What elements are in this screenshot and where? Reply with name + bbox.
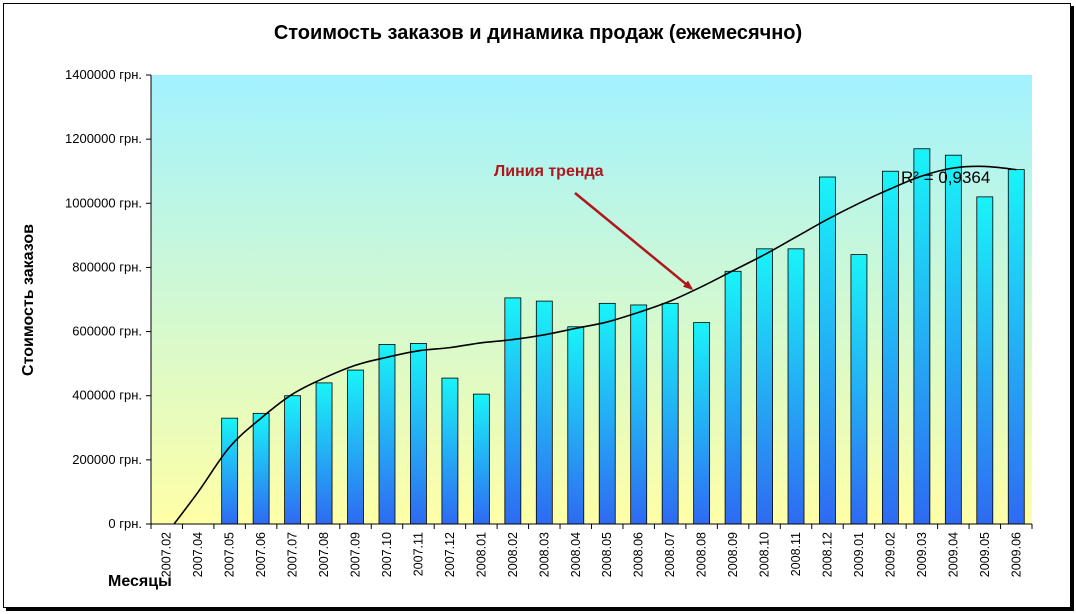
chart-title: Стоимость заказов и динамика продаж (еже… [273, 22, 803, 44]
bar [630, 304, 648, 525]
bar [756, 248, 773, 525]
x-tick-label: 2009.06 [1009, 532, 1023, 577]
x-tick-label: 2009.03 [915, 532, 929, 577]
bar [347, 369, 364, 525]
bar [567, 326, 585, 525]
bar [1007, 169, 1025, 525]
plot-area [151, 75, 1032, 524]
y-tick-label: 1200000 грн. [65, 131, 142, 146]
bar [882, 170, 899, 525]
bar [598, 302, 616, 525]
x-tick-label: 2007.07 [286, 532, 300, 577]
trend-annotation-arrow [574, 192, 694, 290]
y-tick-label: 600000 грн. [72, 324, 142, 339]
y-tick-label: 800000 грн. [72, 259, 142, 274]
bar [410, 343, 427, 525]
x-tick-label: 2008.01 [474, 532, 488, 577]
bar [850, 254, 868, 525]
x-tick-label: 2009.01 [852, 532, 866, 577]
bar [252, 412, 270, 525]
bar [661, 302, 679, 525]
y-tick-label: 1400000 грн. [65, 67, 142, 82]
bar [724, 270, 742, 525]
bar [441, 377, 459, 525]
x-tick-label: 2008.08 [695, 532, 709, 577]
x-tick-label: 2008.03 [537, 532, 551, 577]
bar [944, 154, 962, 525]
bar [504, 297, 522, 525]
x-tick-label: 2007.12 [443, 532, 457, 577]
x-tick-label: 2007.11 [411, 532, 425, 576]
x-tick-label: 2008.06 [632, 532, 646, 577]
x-tick-label: 2007.04 [191, 532, 205, 577]
y-axis-ticks: 0 грн. 200000 грн. 400000 грн. 600000 грн. 8… [65, 67, 151, 531]
x-tick-label: 2008.05 [600, 532, 614, 577]
x-tick-label: 2007.10 [380, 532, 394, 577]
y-tick-label: 200000 грн. [72, 452, 142, 467]
bar [976, 196, 994, 525]
bar [221, 417, 239, 525]
x-tick-label: 2008.10 [758, 532, 772, 577]
x-tick-label: 2007.09 [349, 532, 363, 577]
x-tick-label: 2009.04 [946, 532, 960, 577]
bar [787, 248, 805, 525]
bar [315, 382, 333, 525]
x-tick-label: 2008.07 [663, 532, 677, 577]
y-tick-label: 400000 грн. [72, 388, 142, 403]
y-axis-title-wrap: Стоимость заказов [20, 224, 37, 376]
x-axis-ticks: 2007.02 2007.04 2007.05 2007.06 2007.07 2007.… [150, 524, 1033, 577]
x-tick-label: 2007.08 [317, 532, 331, 577]
x-tick-label: 2007.06 [254, 532, 268, 577]
trend-line [173, 165, 1017, 524]
bar-series [221, 148, 1025, 525]
y-axis-title: Стоимость заказов [20, 224, 37, 376]
bar [378, 343, 396, 525]
x-tick-label: 2008.11 [789, 532, 803, 576]
bar [913, 148, 931, 525]
trend-annotation-label: Линия тренда [494, 163, 604, 180]
r-squared-label: R² = 0,9364 [901, 168, 990, 187]
x-tick-label: 2009.02 [883, 532, 897, 577]
bar [284, 395, 301, 525]
bar [819, 176, 836, 525]
x-tick-label: 2008.02 [506, 532, 520, 577]
x-axis-title: Месяцы [108, 573, 172, 590]
y-tick-label: 1000000 грн. [65, 195, 142, 210]
x-tick-label: 2009.05 [978, 532, 992, 577]
x-tick-label: 2008.04 [569, 532, 583, 577]
bar [472, 393, 490, 525]
y-tick-label: 0 грн. [108, 516, 142, 531]
x-tick-label: 2007.02 [160, 532, 174, 577]
x-tick-label: 2008.09 [726, 532, 740, 577]
bar [693, 322, 711, 525]
x-tick-label: 2008.12 [820, 532, 834, 577]
x-tick-label: 2007.05 [223, 532, 237, 577]
